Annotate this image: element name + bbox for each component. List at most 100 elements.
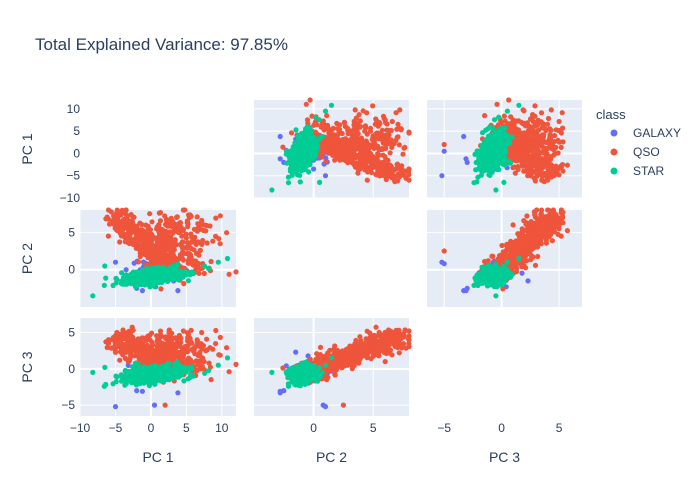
point-star [487,134,494,140]
point-qso [145,226,151,232]
point-qso [217,213,223,219]
point-qso [380,164,386,170]
point-qso [376,172,382,178]
chart-title: Total Explained Variance: 97.85% [35,35,288,54]
point-qso [556,118,562,125]
point-qso [149,255,155,261]
point-qso [393,110,399,116]
point-qso [365,169,371,175]
point-star [305,148,311,154]
point-qso [551,173,557,179]
point-star [478,159,485,165]
point-qso [197,247,203,254]
point-qso [166,235,172,242]
point-qso [204,240,210,246]
point-qso [335,154,341,160]
point-qso [157,218,164,224]
point-star [297,172,303,178]
point-star [304,156,310,162]
point-qso [564,162,571,168]
point-star [285,174,291,180]
point-qso [363,125,369,131]
point-qso [357,118,363,124]
point-qso [190,262,196,268]
panel-pc1-vs-pc2 [254,97,412,199]
point-qso [529,115,535,121]
point-qso [324,113,330,119]
point-qso [200,227,207,233]
point-qso [226,271,232,277]
point-qso [353,161,360,168]
point-star [485,165,491,171]
point-qso [368,158,374,164]
point-galaxy [439,259,445,265]
point-qso [154,224,160,230]
point-qso [346,149,352,155]
point-qso [364,110,370,116]
point-qso [329,126,335,132]
point-qso [335,131,341,137]
point-star [284,160,290,166]
point-qso [518,138,524,144]
point-qso [389,140,395,147]
point-star [471,180,477,186]
point-star [113,275,119,281]
point-qso [161,253,167,259]
point-qso [532,103,538,109]
point-qso [340,141,346,148]
point-qso [106,221,113,227]
point-qso [512,170,518,176]
point-star [285,148,291,154]
point-qso [543,153,550,159]
point-star [493,187,499,193]
point-qso [196,252,202,258]
point-qso [549,145,555,151]
point-star [122,281,128,287]
series-star-points [269,102,335,193]
point-star [102,263,108,269]
point-star [502,155,508,161]
point-qso [334,120,340,126]
point-qso [180,239,186,245]
point-qso [381,173,387,179]
point-star [303,152,309,158]
point-qso [506,97,512,103]
point-qso [379,127,385,133]
point-qso [406,172,412,178]
point-galaxy [175,288,181,294]
point-qso [529,125,536,131]
point-star [475,174,481,180]
point-qso [337,127,343,133]
point-qso [373,117,379,123]
point-qso [180,226,186,232]
point-qso [545,164,552,170]
point-star [498,125,504,131]
panel-pc1-vs-pc3 [427,97,582,199]
point-star [293,164,299,170]
point-star [289,159,295,165]
point-star [317,179,323,185]
point-qso [326,130,332,136]
point-qso [525,173,531,179]
point-qso [548,107,554,113]
point-star [306,169,312,175]
point-qso [197,266,203,272]
point-galaxy [461,133,467,140]
point-qso [104,214,110,220]
point-qso [395,171,401,177]
point-qso [532,178,539,184]
point-qso [382,168,388,174]
point-qso [307,97,313,103]
point-qso [379,146,385,152]
point-qso [288,130,295,136]
point-qso [553,144,559,150]
point-qso [389,118,395,125]
point-qso [538,169,544,175]
point-qso [329,150,335,156]
point-qso [361,157,367,163]
point-qso [188,231,194,237]
point-qso [371,145,377,151]
point-star [516,102,522,108]
point-star [493,143,499,149]
point-qso [559,110,565,116]
